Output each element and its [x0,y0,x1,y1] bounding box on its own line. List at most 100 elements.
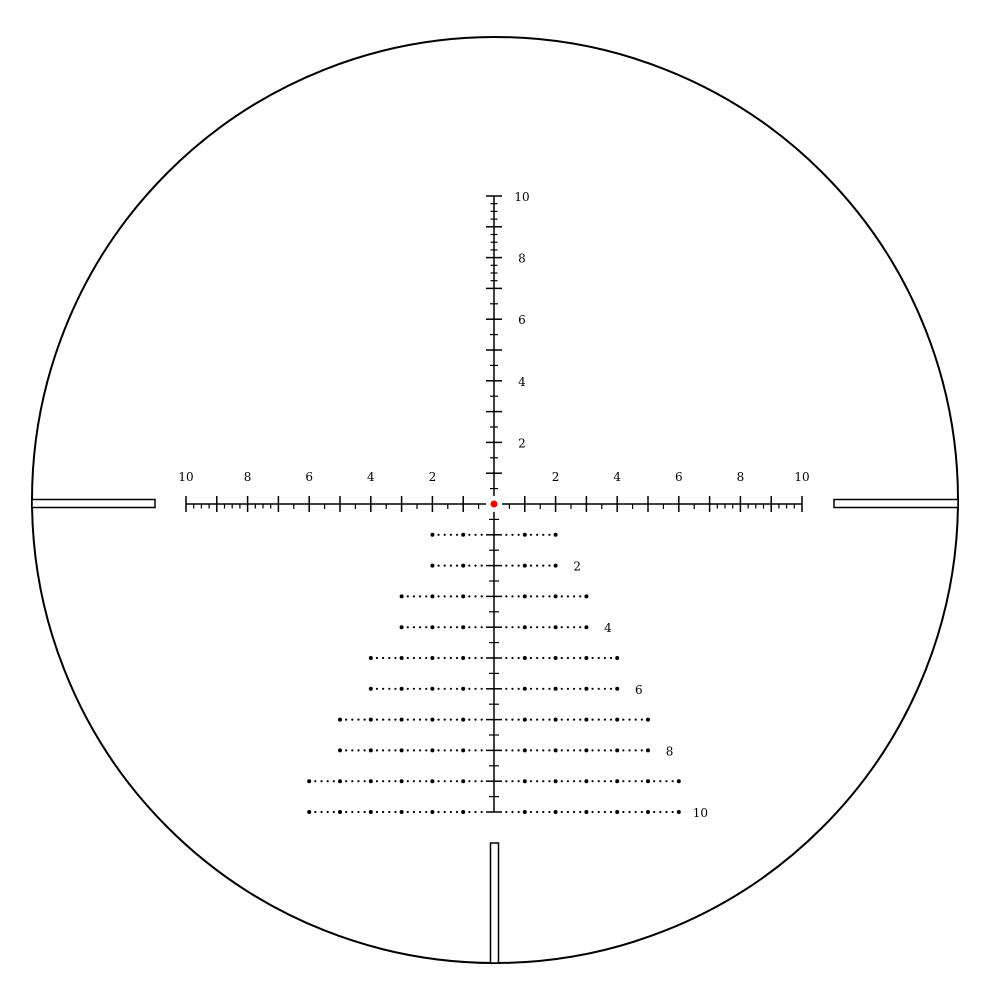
holdover-dot [517,564,520,567]
holdover-dot [579,810,582,814]
holdover-dot [522,810,527,814]
holdover-dot [406,595,409,598]
left-post [31,498,156,509]
holdover-dot [430,748,435,753]
holdover-dot [671,810,674,814]
holdover-dot [584,779,589,784]
right-post [833,498,959,509]
holdover-dot [548,595,551,598]
holdover-dot [659,780,662,783]
holdover-dot [449,810,452,814]
holdover-dot [363,810,366,814]
holdover-dot [548,718,551,721]
holdover-dot [572,749,576,752]
holdover-dot [382,749,385,752]
holdover-dot [597,749,600,752]
holdover-dot [338,810,342,814]
holdover-dot [622,749,625,752]
holdover-dot [351,749,354,752]
holdover-dot [597,656,600,660]
vertical-label: 10 [514,190,529,204]
holdover-dot [517,810,520,814]
holdover-dot [584,686,589,691]
holdover-dot [351,718,354,721]
holdover-dot [566,656,570,660]
holdover-dot [542,595,545,598]
holdover-dot [536,626,539,629]
holdover-dot [468,810,471,814]
holdover-dot [449,626,452,629]
holdover-dot [406,626,409,629]
holdover-dot [430,594,435,599]
holdover-dot [474,749,477,752]
holdover-dot [566,749,570,752]
holdover-dot [640,810,643,814]
holdover-dot [542,810,545,814]
holdover-dot [628,780,631,783]
holdover-dot [480,533,483,536]
holdover-dot [609,749,613,752]
holdover-dot [368,810,373,814]
holdover-dot [430,686,435,691]
holdover-dot [368,686,373,691]
holdover-dot [609,718,613,721]
vertical-label: 6 [518,313,526,327]
holdover-dot [351,810,354,814]
holdover-dot [511,718,514,721]
holdover-dot [412,595,416,598]
holdover-dot [394,718,397,721]
holdover-dot [603,656,606,660]
holdover-dot [517,749,520,752]
holdover-dot [560,810,563,814]
holdover-label: 4 [604,621,612,635]
holdover-dot [382,656,385,660]
holdover-dot [634,718,637,721]
holdover-dot [399,686,404,691]
holdover-dot [536,810,539,814]
holdover-dot [443,656,446,660]
holdover-dot [579,749,582,752]
holdover-dot [591,718,594,721]
holdover-dot [597,810,600,814]
holdover-dot [468,564,471,567]
holdover-dot [480,564,483,567]
holdover-dot [461,779,466,784]
holdover-dot [480,749,483,752]
holdover-dot [382,718,385,721]
holdover-dot [388,656,391,660]
holdover-dot [437,626,440,629]
horizontal-label-right: 4 [613,470,621,484]
holdover-dot [584,717,589,722]
holdover-dot [615,810,620,814]
holdover-dot [553,810,558,814]
holdover-dot [399,625,404,630]
holdover-dot [622,810,625,814]
holdover-dot [609,780,613,783]
holdover-dot [425,656,428,660]
horizontal-label-left: 4 [367,470,375,484]
holdover-dot [437,687,440,690]
holdover-dot [455,656,459,660]
holdover-dot [536,533,539,536]
holdover-dot [443,533,446,536]
holdover-dot [363,718,366,721]
holdover-dot [609,810,613,814]
holdover-dot [363,749,366,752]
holdover-dot [522,686,527,691]
holdover-dot [665,780,668,783]
holdover-dot [653,780,656,783]
holdover-dot [536,780,539,783]
holdover-dot [572,810,576,814]
holdover-dot [461,532,466,537]
holdover-dot [529,626,533,629]
holdover-dot [511,626,514,629]
holdover-dot [522,563,527,568]
holdover-dot [474,595,477,598]
holdover-dot [357,718,360,721]
holdover-dot [474,780,477,783]
holdover-dot [646,810,650,814]
holdover-dot [529,810,533,814]
holdover-dot [529,656,533,660]
holdover-dot [474,533,477,536]
